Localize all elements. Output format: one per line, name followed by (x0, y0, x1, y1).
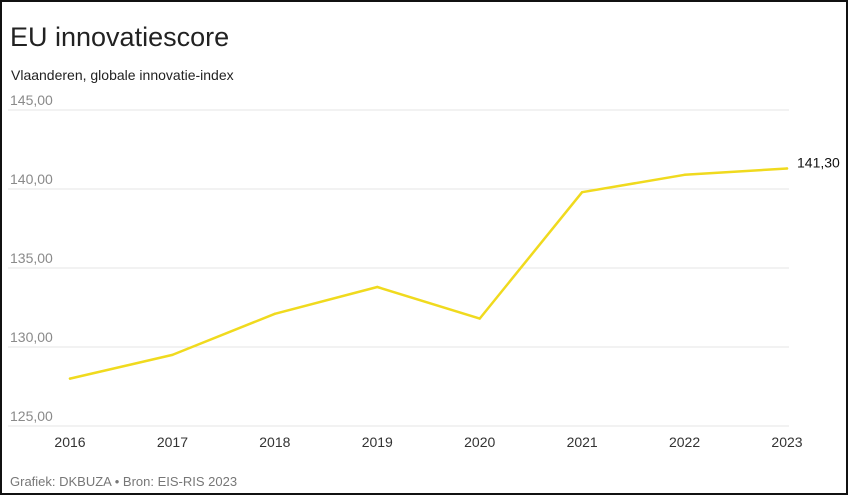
y-tick-label: 135,00 (10, 250, 53, 266)
chart-subtitle: Vlaanderen, globale innovatie-index (11, 67, 234, 83)
x-tick-label: 2018 (259, 434, 290, 450)
series-line (68, 167, 789, 380)
data-point (478, 317, 481, 320)
data-point (171, 353, 174, 357)
x-tick-label: 2019 (362, 434, 393, 450)
y-tick-label: 145,00 (10, 92, 53, 108)
y-tick-label: 125,00 (10, 408, 53, 424)
x-tick-label: 2023 (771, 434, 802, 450)
data-point (785, 167, 789, 170)
x-tick-label: 2016 (54, 434, 85, 450)
data-point (68, 377, 72, 380)
y-tick-label: 140,00 (10, 171, 53, 187)
chart-title: EU innovatiescore (10, 22, 230, 52)
y-tick-label: 130,00 (10, 329, 53, 345)
data-point (273, 312, 277, 316)
x-tick-label: 2020 (464, 434, 495, 450)
x-tick-label: 2021 (567, 434, 598, 450)
x-tick-label: 2017 (157, 434, 188, 450)
x-tick-label: 2022 (669, 434, 700, 450)
end-value-label: 141,30 (797, 154, 840, 170)
data-point (683, 173, 686, 176)
chart-source-footer: Grafiek: DKBUZA • Bron: EIS-RIS 2023 (10, 474, 238, 489)
data-point (580, 190, 584, 194)
data-point (376, 285, 379, 289)
